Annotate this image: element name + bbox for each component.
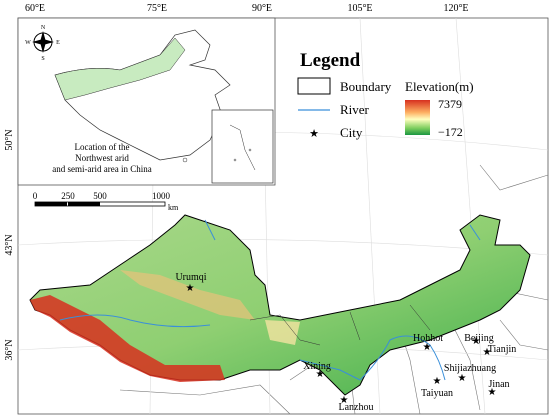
city-markers: ★ ★ ★ ★ ★ ★ ★ ★ ★ [186, 283, 497, 406]
compass-letter: E [56, 40, 60, 46]
longitude-label: 75°E [147, 3, 167, 14]
inset-caption: and semi-arid area in China [52, 164, 151, 174]
city-star: ★ [186, 283, 195, 294]
legend-item: City [340, 125, 363, 140]
scale-label: 1000 [152, 191, 171, 201]
plateau [265, 320, 300, 345]
longitude-label: 120°E [443, 3, 468, 14]
inset-region [54, 37, 186, 101]
city-label: Urumqi [175, 272, 206, 283]
internal-boundaries [249, 304, 431, 346]
city-label: Tianjin [488, 344, 517, 355]
city-star: ★ [472, 336, 481, 347]
scale-label: 250 [61, 191, 75, 201]
tianshan [120, 270, 255, 320]
compass-letter: W [25, 40, 31, 46]
latitude-label: 50°N [4, 129, 15, 150]
city-star: ★ [433, 376, 442, 387]
city-label: Shijiazhuang [444, 363, 496, 374]
scale-bar-segment [68, 202, 100, 206]
city-star: ★ [483, 347, 492, 358]
legend-city-swatch: ★ [309, 128, 319, 140]
city-label: Taiyuan [421, 388, 453, 399]
legend-boundary-swatch [297, 77, 331, 95]
inset-caption: Northwest arid [75, 153, 129, 163]
rivers [59, 219, 481, 381]
city-label: Lanzhou [339, 402, 374, 413]
longitude-label: 60°E [25, 3, 45, 14]
legend-title: Legend [300, 50, 361, 71]
latitude-label: 43°N [4, 234, 15, 255]
city-label: Xining [303, 361, 331, 372]
islands [182, 124, 256, 171]
latitude-label: 36°N [4, 339, 15, 360]
south-sea-inset [211, 109, 274, 184]
longitude-label: 90°E [252, 3, 272, 14]
compass-rose [32, 31, 54, 53]
city-label: Beijing [464, 333, 493, 344]
compass-letter: S [41, 56, 44, 62]
legend-item: River [340, 102, 370, 117]
legend-elevation-title: Elevation(m) [405, 79, 474, 94]
city-star: ★ [458, 373, 467, 384]
scale-label: 500 [93, 191, 107, 201]
elevation-min: −172 [438, 125, 463, 139]
longitude-label: 105°E [347, 3, 372, 14]
city-star: ★ [316, 369, 325, 380]
city-label: Hohhot [413, 333, 443, 344]
scale-label: 0 [33, 191, 38, 201]
inset-caption: Location of the [75, 142, 130, 152]
scale-bar-segment [35, 202, 67, 206]
city-label: Jinan [488, 379, 509, 390]
legend-item: Boundary [340, 79, 392, 94]
compass-letter: N [41, 25, 46, 31]
scale-unit: km [168, 203, 179, 212]
elevation-ramp [405, 100, 430, 135]
city-star: ★ [423, 342, 432, 353]
city-star: ★ [488, 387, 497, 398]
city-star: ★ [340, 395, 349, 406]
elevation-max: 7379 [438, 97, 462, 111]
